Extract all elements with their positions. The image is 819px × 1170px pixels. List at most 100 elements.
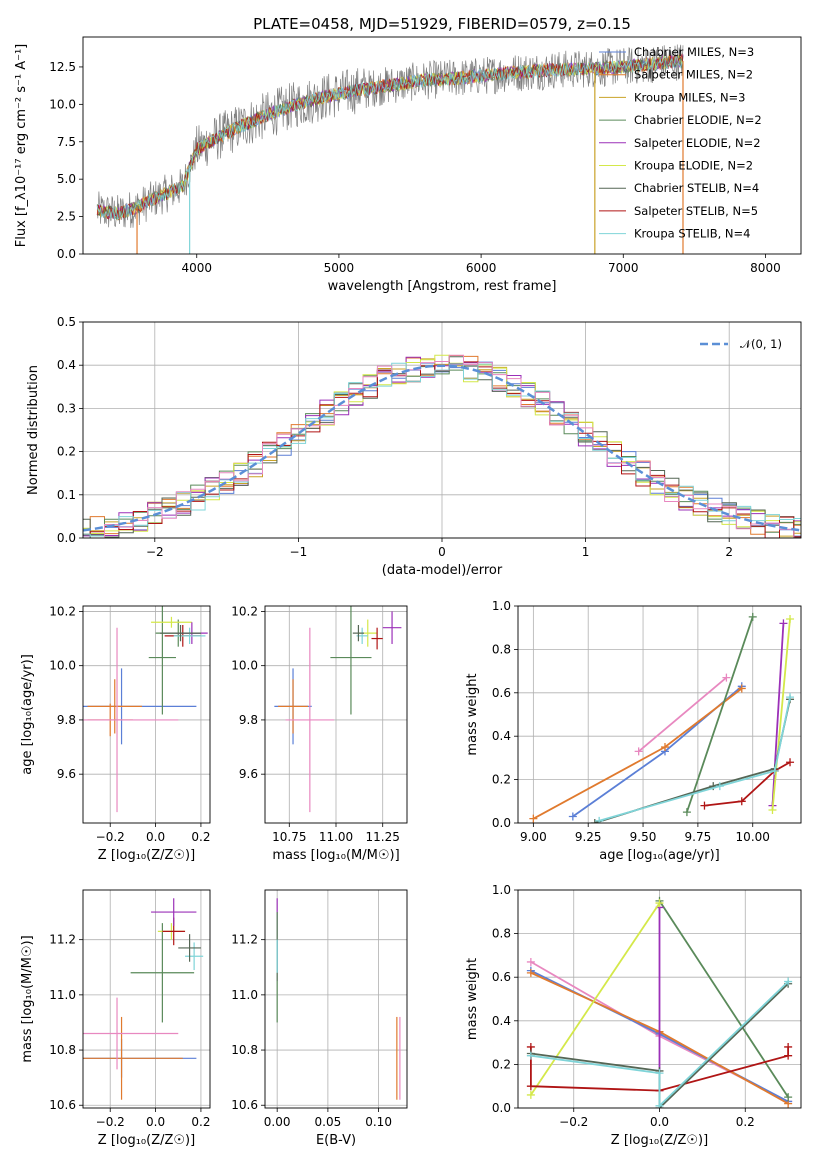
age-vs-Z-ylabel: age [log₁₀(age/yr)] [20, 654, 35, 775]
weight-vs-age-marker-3-0 [682, 808, 691, 817]
weight-vs-age-series-2 [532, 687, 743, 820]
spectrum-ytick-label-2: 5.0 [57, 172, 76, 186]
age-vs-Z-points [83, 606, 208, 813]
mass-vs-Z-ytick-label-1: 10.8 [49, 1043, 76, 1057]
spectrum-xtick-label-0: 4000 [181, 261, 212, 275]
mass-vs-EBV-ytick-label-2: 11.0 [231, 988, 258, 1002]
weight-vs-age-series-8 [598, 696, 791, 822]
age-vs-Z-ytick-label-3: 10.2 [49, 604, 76, 618]
weight-vs-Z-marker-3-1 [784, 1093, 793, 1102]
age-vs-Z-ytick-label-2: 10.0 [49, 659, 76, 673]
mass-vs-Z-ytick-label-2: 11.0 [49, 988, 76, 1002]
spectrum-ytick-label-5: 12.5 [49, 60, 76, 74]
mass-vs-Z-frame [82, 889, 211, 1109]
residuals-ylabel: Normed distribution [26, 365, 41, 495]
spectrum-ytick-label-3: 7.5 [57, 135, 76, 149]
mass-vs-EBV-xlabel: E(B-V) [316, 1133, 356, 1148]
weight-vs-age-marker-8-2 [770, 766, 779, 775]
weight-vs-Z-marker-5-0 [526, 1090, 535, 1099]
age-vs-mass-axes: 10.75 11.00 11.25 9.6 9.8 10.0 10.2 mass [log₁₀… [231, 604, 407, 863]
mass-vs-EBV-axes: 0.00 0.05 0.10 10.6 10.8 11.0 11.2 E(B-V) [231, 890, 407, 1148]
weight-vs-age-marker-6-3 [786, 758, 795, 767]
mass-vs-EBV-ytick-label-3: 11.2 [231, 933, 258, 947]
age-vs-Z-xtick-label-0: −0.2 [96, 830, 125, 844]
weight-vs-age-series-6 [704, 761, 791, 807]
weight-vs-age-xtick-label-3: 9.75 [685, 830, 712, 844]
spectrum-ytick-label-0: 0.0 [57, 247, 76, 261]
spectrum-legend-label-1: Salpeter MILES, N=2 [634, 68, 753, 82]
spectrum-xtick-label-4: 8000 [750, 261, 781, 275]
spectrum-title: PLATE=0458, MJD=51929, FIBERID=0579, z=0… [253, 15, 631, 33]
weight-vs-age-ytick-label-2: 0.4 [492, 729, 511, 743]
spectrum-legend-label-6: Chabrier STELIB, N=4 [634, 181, 759, 195]
weight-vs-age-ylabel: mass weight [465, 673, 480, 755]
residuals-xtick-label-1: −1 [290, 545, 308, 559]
mass-vs-Z-ylabel: mass [log₁₀(M/M☉)] [20, 935, 35, 1062]
weight-vs-Z-ytick-label-2: 0.4 [492, 1014, 511, 1028]
residuals-xtick-label-3: 1 [582, 545, 590, 559]
mass-vs-Z-xtick-label-2: 0.2 [191, 1115, 210, 1129]
spectrum-ylabel: Flux [f_λ10⁻¹⁷ erg cm⁻² s⁻¹ A⁻¹] [14, 44, 29, 248]
residuals-xtick-label-2: 0 [438, 545, 446, 559]
mass-vs-Z-xlabel: Z [log₁₀(Z/Z☉)] [98, 1133, 195, 1148]
weight-vs-age-series-7 [594, 699, 791, 823]
weight-vs-Z-ytick-label-1: 0.2 [492, 1057, 511, 1071]
residuals-hist-3 [83, 361, 801, 538]
age-vs-Z-ytick-label-1: 9.8 [57, 713, 76, 727]
weight-vs-age-xtick-label-4: 10.00 [736, 830, 770, 844]
weight-vs-Z-frame [517, 889, 802, 1109]
weight-vs-age-ytick-label-3: 0.6 [492, 686, 511, 700]
age-vs-mass-ytick-label-3: 10.2 [231, 604, 258, 618]
mass-vs-EBV-xtick-label-0: 0.00 [264, 1115, 291, 1129]
residuals-frame [82, 321, 802, 539]
mass-vs-EBV-xtick-label-1: 0.05 [315, 1115, 342, 1129]
mass-vs-EBV-ytick-label-1: 10.8 [231, 1043, 258, 1057]
weight-vs-Z-marker-2-0 [526, 968, 535, 977]
residuals-xlabel: (data-model)/error [382, 563, 503, 578]
weight-vs-age-series-3 [686, 616, 754, 813]
weight-vs-Z-lines [526, 896, 793, 1108]
weight-vs-age-marker-4-1 [779, 619, 788, 628]
weight-vs-age-xlabel: age [log₁₀(age/yr)] [599, 848, 720, 863]
spectrum-lines [96, 44, 684, 254]
mass-vs-Z-point-7 [185, 942, 204, 971]
weight-vs-age-marker-8-3 [786, 693, 795, 702]
weight-vs-Z-ytick-label-5: 1.0 [492, 883, 511, 897]
residuals-legend: 𝒩(0, 1) [700, 337, 782, 351]
weight-vs-Z-marker-8-1 [655, 1069, 664, 1078]
weight-vs-Z-series-3 [658, 900, 789, 1098]
spectrum-legend-label-2: Kroupa MILES, N=3 [634, 90, 746, 104]
weight-vs-age-marker-5-0 [768, 805, 777, 814]
age-vs-mass-points [274, 606, 402, 813]
residuals-xtick-label-4: 2 [725, 545, 733, 559]
mass-vs-Z-point-3 [130, 923, 195, 1023]
age-vs-Z-axes: −0.2 0.0 0.2 9.6 9.8 10.0 10.2 Z [log₁₀(Z/Z☉)] a… [20, 604, 210, 863]
mass-vs-EBV-ytick-label-0: 10.6 [231, 1098, 258, 1112]
weight-vs-age-series-4 [771, 623, 785, 806]
age-vs-mass-xtick-label-1: 11.00 [319, 830, 353, 844]
weight-vs-Z-ytick-label-4: 0.8 [492, 927, 511, 941]
age-vs-mass-point-3 [330, 606, 372, 715]
mass-vs-EBV-xtick-label-2: 0.10 [365, 1115, 392, 1129]
weight-vs-Z-marker-8-2 [655, 1101, 664, 1108]
age-vs-mass-ytick-label-2: 10.0 [231, 659, 258, 673]
residuals-legend-label: 𝒩(0, 1) [740, 337, 782, 351]
weight-vs-Z-xtick-label-1: 0.0 [650, 1115, 669, 1129]
weight-vs-age-series-5 [771, 618, 791, 811]
age-vs-mass-xtick-label-0: 10.75 [272, 830, 306, 844]
residuals-ytick-label-4: 0.4 [57, 358, 76, 372]
age-vs-Z-point-9 [173, 627, 206, 644]
age-vs-Z-point-4 [148, 606, 176, 715]
weight-vs-age-marker-6-1 [737, 797, 746, 806]
weight-vs-Z-marker-6-1 [526, 1082, 535, 1091]
mass-vs-Z-xtick-label-1: 0.0 [146, 1115, 165, 1129]
age-vs-Z-xlabel: Z [log₁₀(Z/Z☉)] [98, 848, 195, 863]
weight-vs-age-marker-5-1 [786, 615, 795, 624]
weight-vs-Z-marker-8-3 [784, 977, 793, 986]
weight-vs-age-ytick-label-0: 0.0 [492, 816, 511, 830]
spectrum-legend-label-3: Chabrier ELODIE, N=2 [634, 113, 762, 127]
age-vs-mass-point-1 [278, 679, 308, 734]
spectrum-frame [82, 36, 802, 255]
weight-vs-Z-series-5 [530, 902, 661, 1096]
spectrum-legend-label-7: Salpeter STELIB, N=5 [634, 204, 758, 218]
